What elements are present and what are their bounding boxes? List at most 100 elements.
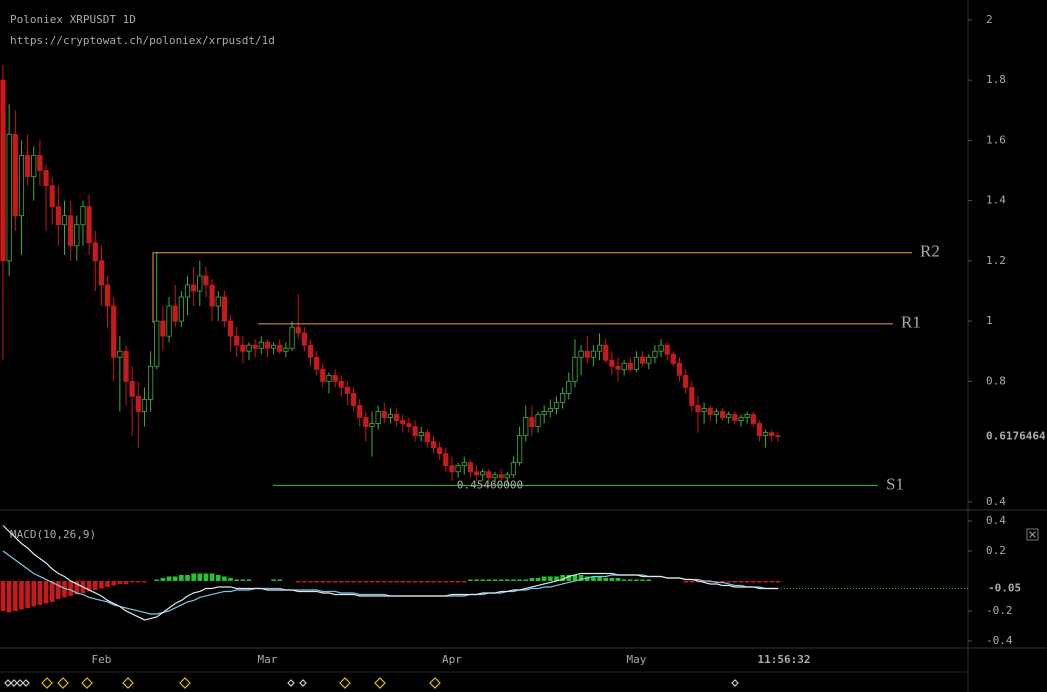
y-tick-label: 1: [986, 314, 993, 327]
histogram-bar: [351, 580, 356, 583]
candle-body: [529, 417, 535, 427]
candle-body: [615, 365, 621, 370]
histogram-bar: [369, 580, 375, 583]
candle-body: [658, 344, 664, 352]
histogram-bar: [129, 580, 135, 583]
candle-body: [492, 474, 498, 479]
candle-body: [603, 344, 609, 361]
candle-body: [437, 447, 443, 455]
candle-body: [18, 155, 25, 217]
candle-body: [695, 405, 701, 412]
histogram-bar: [769, 580, 775, 583]
chart-title: Poloniex XRPUSDT 1D: [10, 13, 136, 26]
candle-body: [566, 380, 572, 394]
candle-body: [750, 414, 756, 424]
candle-body: [55, 206, 61, 226]
histogram-bar: [375, 580, 381, 583]
y-tick-label: 0.4: [986, 495, 1006, 508]
histogram-bar: [628, 579, 633, 581]
candle-body: [270, 344, 277, 349]
level-label: R2: [920, 242, 940, 261]
histogram-bar: [523, 579, 529, 581]
candle-body: [92, 242, 98, 262]
candle-body: [541, 411, 547, 415]
candle-body: [277, 344, 283, 352]
x-tick-label: 11:56:32: [758, 653, 811, 666]
level-value-label: 0.45460000: [457, 478, 523, 491]
candle-body: [387, 414, 394, 418]
histogram-bar: [197, 573, 203, 581]
candle-body: [523, 417, 529, 436]
candle-body: [375, 411, 381, 424]
histogram-bar: [228, 577, 233, 581]
candle-body: [178, 296, 184, 322]
candle-body: [154, 320, 160, 367]
candle-body: [676, 362, 683, 376]
histogram-bar: [332, 580, 338, 583]
histogram-bar: [572, 574, 578, 581]
candle-body: [111, 305, 117, 358]
candle-body: [744, 414, 750, 418]
candle-body: [129, 380, 135, 397]
histogram-bar: [246, 579, 252, 581]
histogram-bar: [136, 580, 141, 583]
x-tick-label: Apr: [442, 653, 462, 666]
chart-subtitle: https://cryptowat.ch/poloniex/xrpusdt/1d: [10, 34, 275, 47]
histogram-bar: [13, 580, 18, 611]
candle-body: [400, 420, 406, 424]
histogram-bar: [775, 580, 781, 583]
candle-body: [24, 155, 31, 177]
candle-body: [769, 432, 775, 436]
candle-body: [713, 411, 720, 415]
histogram-bar: [295, 580, 301, 583]
histogram-bar: [160, 577, 166, 581]
y-tick-label: -0.2: [986, 604, 1013, 617]
histogram-bar: [320, 580, 326, 583]
histogram-bar: [609, 577, 615, 581]
candle-body: [578, 350, 584, 358]
histogram-bar: [701, 580, 707, 583]
candle-body: [80, 206, 86, 226]
histogram-bar: [345, 580, 350, 583]
histogram-bar: [751, 580, 756, 583]
histogram-bar: [400, 580, 406, 583]
candle-body: [240, 344, 246, 352]
histogram-bar: [154, 579, 160, 581]
histogram-bar: [437, 580, 442, 583]
histogram-bar: [92, 580, 98, 590]
candle-body: [221, 296, 227, 322]
histogram-bar: [763, 580, 768, 583]
candle-body: [135, 396, 141, 412]
histogram-bar: [166, 576, 172, 581]
candle-body: [307, 344, 314, 358]
histogram-bar: [308, 580, 313, 583]
histogram-bar: [591, 576, 596, 581]
histogram-bar: [25, 580, 30, 608]
histogram-bar: [757, 580, 762, 583]
candle-body: [732, 414, 738, 421]
candle-body: [590, 350, 597, 358]
candle-body: [86, 206, 92, 244]
histogram-bar: [486, 579, 492, 581]
histogram-bar: [123, 580, 129, 584]
candle-body: [775, 435, 781, 437]
histogram-bar: [461, 580, 467, 583]
histogram-bar: [172, 576, 178, 581]
histogram-bar: [707, 580, 713, 583]
event-markers: [4, 677, 739, 689]
histogram-bar: [179, 574, 184, 581]
candle-body: [326, 374, 332, 382]
candle-body: [227, 320, 234, 337]
histogram-bar: [455, 580, 461, 583]
candle-body: [363, 417, 369, 427]
histogram-bar: [6, 580, 12, 613]
histogram-bar: [388, 580, 393, 583]
x-tick-label: Feb: [91, 653, 111, 666]
close-button[interactable]: [1026, 528, 1039, 541]
histogram-bar: [541, 576, 547, 581]
histogram-bar: [720, 580, 725, 583]
histogram-bar: [492, 579, 498, 581]
candle-body: [246, 344, 252, 352]
candle-body: [117, 350, 123, 358]
